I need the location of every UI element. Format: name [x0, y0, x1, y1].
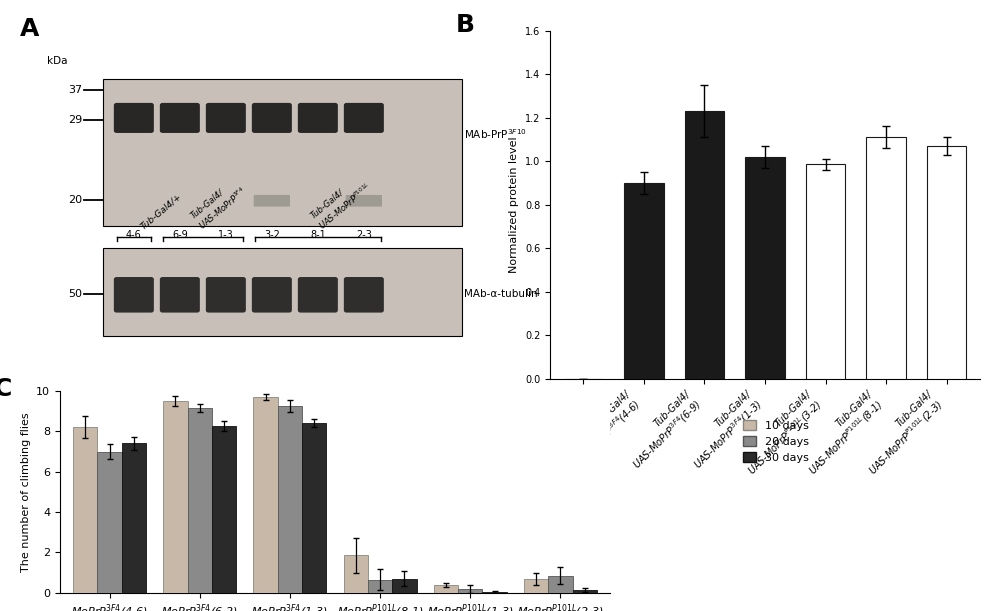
Bar — [927, 146, 966, 379]
Bar — [482, 591, 507, 593]
Text: 37: 37 — [68, 86, 82, 95]
Text: 4-6: 4-6 — [126, 230, 142, 241]
Text: 2-3: 2-3 — [356, 230, 372, 241]
FancyBboxPatch shape — [252, 277, 292, 313]
Y-axis label: Normalized protein level: Normalized protein level — [509, 136, 519, 273]
Text: 1-3: 1-3 — [218, 230, 234, 241]
FancyBboxPatch shape — [103, 79, 462, 226]
Bar — [392, 579, 417, 593]
FancyBboxPatch shape — [344, 103, 384, 133]
Text: 29: 29 — [68, 115, 82, 125]
Text: Tub-Gal4/
UAS-MoPrP$^{3F4}$: Tub-Gal4/ UAS-MoPrP$^{3F4}$ — [189, 176, 249, 232]
Text: 20: 20 — [68, 196, 82, 205]
Bar — [212, 426, 236, 593]
FancyBboxPatch shape — [346, 195, 382, 207]
Text: B: B — [455, 13, 474, 37]
Text: 50: 50 — [68, 289, 82, 299]
FancyBboxPatch shape — [298, 103, 338, 133]
FancyBboxPatch shape — [103, 248, 462, 336]
FancyBboxPatch shape — [160, 277, 200, 313]
Bar — [866, 137, 906, 379]
Text: kDa: kDa — [47, 56, 67, 66]
Bar — [73, 427, 97, 593]
Bar — [163, 401, 188, 593]
Y-axis label: The number of climbing flies: The number of climbing flies — [21, 412, 31, 572]
Text: C: C — [0, 377, 12, 401]
FancyBboxPatch shape — [160, 103, 200, 133]
FancyBboxPatch shape — [114, 103, 154, 133]
Text: MAb-α-tubulin: MAb-α-tubulin — [464, 289, 538, 299]
FancyBboxPatch shape — [298, 277, 338, 313]
Text: Tub-Gal4/
UAS-MoPrP$^{P101L}$: Tub-Gal4/ UAS-MoPrP$^{P101L}$ — [309, 171, 374, 232]
Bar — [344, 555, 368, 593]
Bar — [548, 576, 573, 593]
FancyBboxPatch shape — [252, 103, 292, 133]
Bar — [745, 157, 785, 379]
Bar — [434, 585, 458, 593]
FancyBboxPatch shape — [344, 277, 384, 313]
FancyBboxPatch shape — [114, 277, 154, 313]
Bar — [685, 111, 724, 379]
Text: 3-2: 3-2 — [264, 230, 280, 241]
Text: Tub-Gal4/+: Tub-Gal4/+ — [138, 192, 183, 232]
Bar — [302, 423, 326, 593]
Bar — [624, 183, 664, 379]
Legend: 10 days, 20 days, 30 days: 10 days, 20 days, 30 days — [738, 415, 813, 467]
FancyBboxPatch shape — [206, 277, 246, 313]
Bar — [253, 397, 278, 593]
Bar — [278, 406, 302, 593]
Bar — [368, 580, 392, 593]
Bar — [122, 444, 146, 593]
Bar — [458, 588, 482, 593]
Text: MAb-PrP$^{3F10}$: MAb-PrP$^{3F10}$ — [464, 128, 527, 141]
Bar — [188, 408, 212, 593]
Text: 6-9: 6-9 — [172, 230, 188, 241]
Bar — [573, 590, 597, 593]
Bar — [97, 452, 122, 593]
Bar — [806, 164, 845, 379]
Bar — [524, 579, 548, 593]
FancyBboxPatch shape — [254, 195, 290, 207]
Text: A: A — [20, 17, 39, 41]
FancyBboxPatch shape — [206, 103, 246, 133]
Text: 8-1: 8-1 — [310, 230, 326, 241]
